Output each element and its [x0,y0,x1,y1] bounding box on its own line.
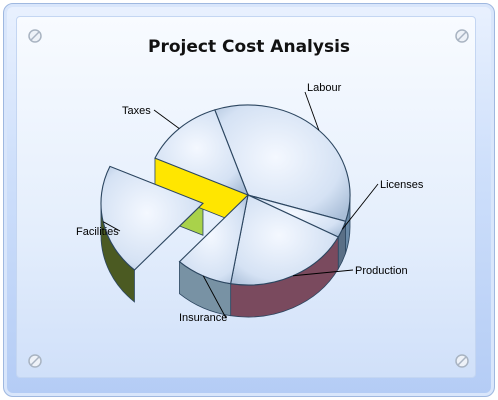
pie-slice-insurance [178,193,249,285]
leader-line-facilities [102,221,121,232]
slice-label-facilities: Facilities [76,226,119,238]
screw-icon [455,29,469,43]
screw-icon [455,354,469,368]
pie-slice-labour [214,104,351,222]
slice-label-labour: Labour [307,82,342,94]
slice-label-licenses: Licenses [380,179,424,191]
slice-label-taxes: Taxes [122,105,151,117]
leader-line-licenses [341,183,379,230]
leader-line-taxes [153,109,180,129]
leader-line-production [292,269,354,277]
leader-line-insurance [202,275,227,319]
slice-label-production: Production [355,265,408,277]
screw-icon [28,354,42,368]
slice-label-insurance: Insurance [179,312,227,324]
chart-title: Project Cost Analysis [147,37,351,57]
screw-icon [28,29,42,43]
leader-line-labour [304,91,320,131]
